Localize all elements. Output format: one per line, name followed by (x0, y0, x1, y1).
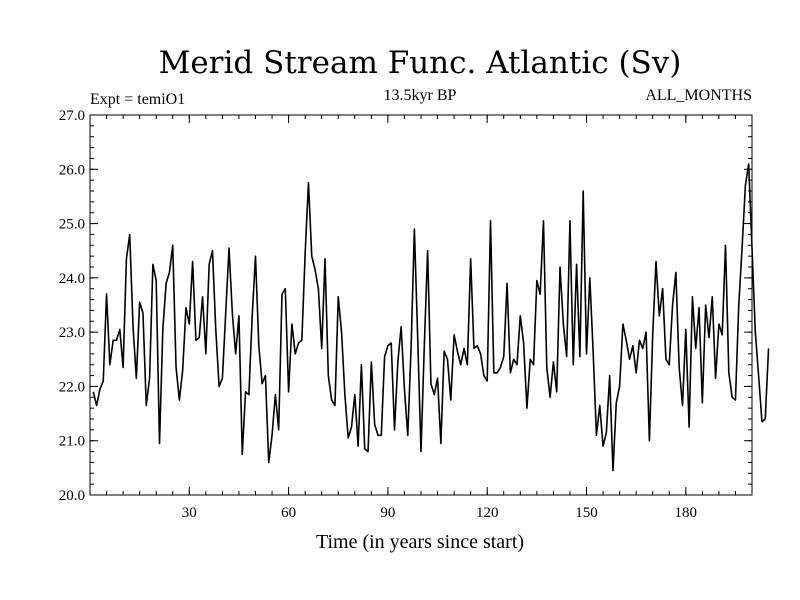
y-tick-label: 22.0 (59, 379, 85, 395)
y-tick-label: 21.0 (59, 434, 85, 450)
y-tick-label: 25.0 (59, 217, 85, 233)
y-tick-label: 20.0 (59, 488, 85, 504)
x-tick-label: 120 (476, 505, 499, 521)
subtitle-experiment: Expt = temiO1 (90, 91, 185, 108)
x-tick-label: 60 (281, 505, 296, 521)
x-tick-label: 30 (182, 505, 197, 521)
x-tick-label: 150 (575, 505, 598, 521)
subtitle-period: 13.5kyr BP (384, 87, 457, 104)
y-tick-label: 26.0 (59, 162, 85, 178)
series-line (92, 163, 770, 472)
chart-title: Merid Stream Func. Atlantic (Sv) (159, 45, 682, 81)
x-tick-label: 90 (380, 505, 395, 521)
plot-area: 30 60 90 120 150 180 20.0 21.0 22.0 23.0 24.0 25.0 2… (59, 108, 770, 521)
y-tick-label: 23.0 (59, 325, 85, 341)
y-tick-label: 24.0 (59, 271, 85, 287)
x-tick-label: 180 (675, 505, 698, 521)
x-axis-label: Time (in years since start) (316, 531, 524, 553)
y-tick-label: 27.0 (59, 108, 85, 124)
subtitle-months: ALL_MONTHS (645, 87, 752, 104)
